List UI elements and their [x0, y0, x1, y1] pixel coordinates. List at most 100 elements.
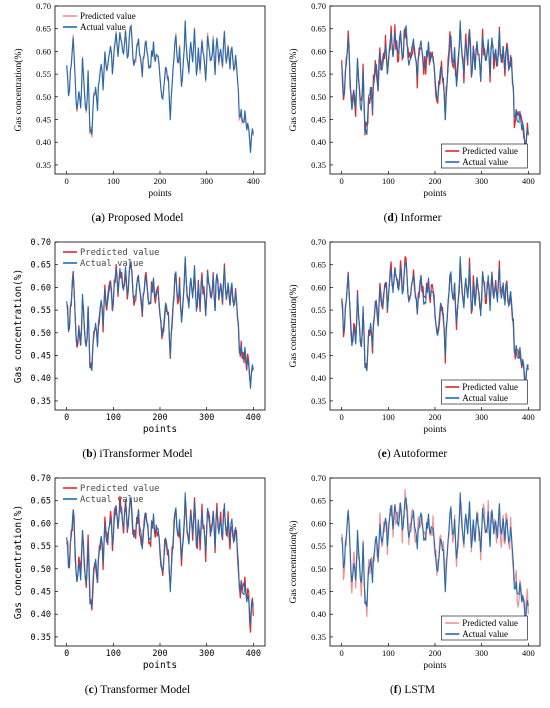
y-tick-label: 0.45	[36, 115, 51, 125]
panel-caption: (a) Proposed Model	[91, 212, 184, 224]
x-axis-label: points	[143, 660, 177, 671]
series-line-actual	[341, 492, 529, 625]
y-tick-label: 0.60	[31, 283, 51, 293]
y-tick-label: 0.60	[311, 518, 326, 528]
y-axis-label: Gas concentration(%)	[288, 520, 299, 603]
series-line-actual	[66, 20, 254, 153]
y-tick-label: 0.40	[311, 373, 326, 383]
x-tick-label: 100	[382, 176, 395, 186]
legend-entry: Predicted value	[462, 618, 518, 628]
x-tick-label: 100	[106, 413, 121, 423]
chart-panel-f: 0.35 0.40 0.45 0.50 0.55 0.60 0.65 0.70 0 100 200 3…	[275, 472, 550, 708]
y-tick-label: 0.50	[311, 328, 326, 338]
panel-title: Proposed Model	[104, 212, 184, 224]
x-axis-label: points	[143, 424, 177, 435]
legend-entry: Predicted value	[80, 11, 136, 21]
y-tick-label: 0.50	[36, 92, 51, 102]
x-tick-label: 400	[246, 413, 261, 423]
y-tick-label: 0.60	[311, 282, 326, 292]
x-tick-label: 100	[382, 412, 395, 422]
legend-entry: Predicted value	[462, 146, 518, 156]
panel-title: LSTM	[401, 684, 436, 696]
legend-entry: Predicted value	[462, 382, 518, 392]
panel-letter: e	[381, 448, 387, 460]
y-tick-label: 0.65	[36, 24, 51, 34]
x-tick-label: 100	[107, 176, 120, 186]
panel-title: Autoformer	[390, 448, 448, 460]
x-tick-label: 200	[429, 648, 442, 658]
y-tick-label: 0.35	[311, 632, 326, 642]
y-tick-label: 0.35	[31, 397, 51, 407]
y-tick-label: 0.45	[31, 588, 51, 598]
y-tick-label: 0.40	[311, 609, 326, 619]
panel-title: iTransformer Model	[96, 448, 193, 460]
x-tick-label: 100	[382, 648, 395, 658]
y-tick-label: 0.55	[31, 306, 51, 316]
y-tick-label: 0.55	[36, 69, 51, 79]
x-tick-label: 0	[64, 649, 69, 659]
panel-caption: (e) Autoformer	[377, 448, 448, 460]
legend-box	[441, 379, 528, 405]
y-axis-label: Gas concentration(%)	[288, 284, 299, 367]
y-tick-label: 0.50	[31, 329, 51, 339]
chart-svg-c: 0.35 0.40 0.45 0.50 0.55 0.60 0.65 0.70 0 100 200 3…	[13, 474, 266, 671]
x-tick-label: 0	[64, 413, 69, 423]
y-tick-label: 0.65	[311, 260, 326, 270]
panel-letter: d	[387, 212, 394, 224]
y-tick-label: 0.35	[36, 160, 51, 170]
x-tick-label: 200	[152, 649, 167, 659]
panel-title: Informer	[397, 212, 442, 224]
chart-svg-d: 0.35 0.40 0.45 0.50 0.55 0.60 0.65 0.70 0 100 200 3…	[288, 1, 541, 199]
y-tick-label: 0.45	[311, 351, 326, 361]
x-axis-label: points	[148, 189, 172, 199]
panel-caption: (f) LSTM	[389, 684, 436, 696]
x-tick-label: 100	[106, 649, 121, 659]
x-tick-label: 300	[475, 176, 488, 186]
chart-panel-a: 0.35 0.40 0.45 0.50 0.55 0.60 0.65 0.70 0 100 200 3…	[0, 0, 275, 236]
x-tick-label: 300	[199, 649, 214, 659]
y-tick-label: 0.60	[31, 519, 51, 529]
chart-panel-e: 0.35 0.40 0.45 0.50 0.55 0.60 0.65 0.70 0 100 200 3…	[275, 236, 550, 472]
y-tick-label: 0.45	[311, 587, 326, 597]
panel-caption: (b) iTransformer Model	[82, 448, 193, 460]
x-tick-label: 400	[522, 412, 535, 422]
y-tick-label: 0.70	[31, 474, 51, 484]
y-axis-label: Gas concentration(%)	[13, 269, 24, 383]
x-tick-label: 0	[340, 176, 344, 186]
y-tick-label: 0.55	[311, 305, 326, 315]
x-tick-label: 200	[152, 413, 167, 423]
chart-panel-b: 0.35 0.40 0.45 0.50 0.55 0.60 0.65 0.70 0 100 200 3…	[0, 236, 275, 472]
x-tick-label: 0	[340, 412, 344, 422]
x-tick-label: 400	[522, 648, 535, 658]
x-axis-label: points	[423, 661, 447, 671]
y-tick-label: 0.70	[31, 238, 51, 248]
panel-caption: (d) Informer	[383, 212, 442, 224]
x-tick-label: 0	[340, 648, 344, 658]
y-tick-label: 0.35	[311, 160, 326, 170]
y-tick-label: 0.50	[31, 565, 51, 575]
series-line-actual	[341, 256, 529, 389]
x-tick-label: 200	[429, 412, 442, 422]
legend-entry: Actual value	[462, 157, 508, 167]
y-axis-label: Gas concentration(%)	[288, 48, 299, 131]
y-tick-label: 0.50	[311, 92, 326, 102]
chart-panel-c: 0.35 0.40 0.45 0.50 0.55 0.60 0.65 0.70 0 100 200 3…	[0, 472, 275, 708]
legend-entry: Actual value	[80, 495, 144, 505]
series-line-actual	[66, 492, 254, 625]
legend-entry: Predicted value	[80, 484, 159, 494]
y-tick-label: 0.50	[311, 564, 326, 574]
x-tick-label: 300	[475, 412, 488, 422]
y-tick-label: 0.70	[311, 237, 326, 247]
legend-entry: Predicted value	[80, 248, 159, 258]
panel-letter: c	[88, 684, 94, 696]
legend-entry: Actual value	[80, 22, 126, 32]
x-axis-label: points	[423, 425, 447, 435]
y-tick-label: 0.60	[36, 46, 51, 56]
x-tick-label: 400	[522, 176, 535, 186]
y-tick-label: 0.45	[31, 352, 51, 362]
y-tick-label: 0.55	[311, 69, 326, 79]
x-tick-label: 200	[154, 176, 167, 186]
y-tick-label: 0.35	[31, 633, 51, 643]
y-tick-label: 0.65	[31, 497, 51, 507]
y-tick-label: 0.60	[311, 46, 326, 56]
